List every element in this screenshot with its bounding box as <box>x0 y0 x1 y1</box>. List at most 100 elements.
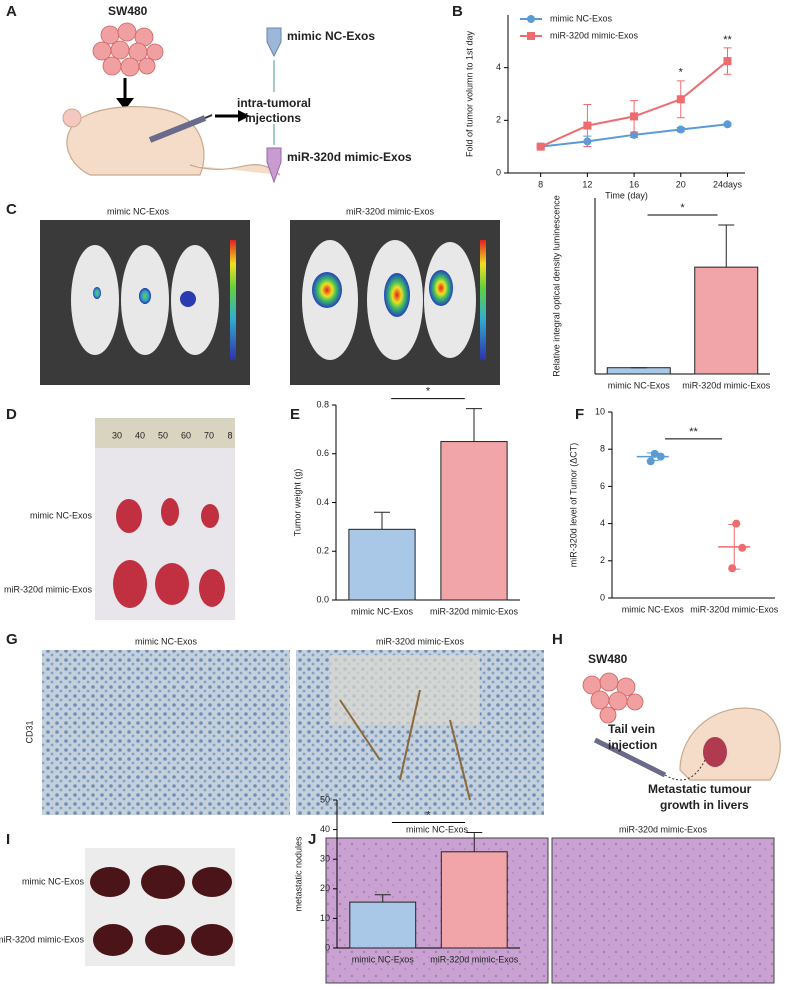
histology-j: mimic NC-Exos miR-320d mimic-Exos <box>325 824 775 984</box>
syringe <box>593 737 667 778</box>
marker <box>723 120 732 129</box>
y-tick-label: 4 <box>600 518 605 528</box>
mouse <box>679 707 781 781</box>
row-label: miR-320d mimic-Exos <box>0 934 84 944</box>
y-tick-label: 0.2 <box>316 546 329 556</box>
liver <box>703 737 727 767</box>
photo-d: 30 40 50 60 70 8 mimic NC-Exos miR-320d … <box>4 418 235 620</box>
bar <box>348 528 416 601</box>
ruler-label: 30 <box>112 430 122 440</box>
y-tick-label: 10 <box>320 913 330 923</box>
image-label: miR-320d mimic-Exos <box>619 824 708 834</box>
bar <box>694 266 759 375</box>
y-axis-label: Relative integral optical density lumine… <box>551 195 561 377</box>
x-tick-label: mimic NC-Exos <box>622 604 684 614</box>
y-tick-label: 0.6 <box>316 448 329 458</box>
point <box>728 564 737 573</box>
x-tick-label: 8 <box>538 179 543 189</box>
tube <box>266 147 282 184</box>
cell-cluster <box>92 22 164 77</box>
x-tick-label: mimic NC-Exos <box>608 380 670 390</box>
tube-label: mimic NC-Exos <box>287 29 375 43</box>
point <box>738 543 747 552</box>
y-tick-label: 20 <box>320 883 330 893</box>
x-tick-label: 24days <box>713 179 743 189</box>
y-tick-label: 4 <box>496 62 501 72</box>
marker <box>583 121 592 130</box>
legend-marker <box>527 32 535 40</box>
y-tick-label: 6 <box>600 481 605 491</box>
y-tick-label: 10 <box>595 406 605 416</box>
route-label: Tail vein <box>608 722 655 736</box>
panel-label: D <box>6 406 17 423</box>
y-tick-label: 0 <box>325 942 330 952</box>
diagram-a: SW480 mimic NC-Exos intra-tumoral inject… <box>62 4 412 184</box>
image <box>42 650 290 815</box>
point <box>650 449 659 458</box>
image-label: mimic NC-Exos <box>135 636 197 646</box>
route-label: injection <box>608 738 657 752</box>
photo-i: mimic NC-Exos miR-320d mimic-Exos <box>0 848 235 966</box>
ruler-label: 8 <box>227 430 232 440</box>
tube-label: miR-320d mimic-Exos <box>287 150 412 164</box>
x-tick-label: 12 <box>582 179 592 189</box>
legend-label: mimic NC-Exos <box>550 13 612 23</box>
bar <box>606 367 671 375</box>
y-tick-label: 0.8 <box>316 399 329 409</box>
cell-line-label: SW480 <box>108 4 148 18</box>
row-label: miR-320d mimic-Exos <box>4 584 93 594</box>
marker <box>630 112 639 121</box>
stroma <box>330 655 480 725</box>
bar <box>440 851 508 949</box>
y-tick-label: 0.4 <box>316 497 329 507</box>
panel-label: I <box>6 831 10 848</box>
legend-marker <box>527 15 535 23</box>
panel-label: A <box>6 3 17 20</box>
row-label: mimic NC-Exos <box>30 510 92 520</box>
ihc-g: mimic NC-Exos miR-320d mimic-Exos CD31 <box>24 636 544 815</box>
annotation: ** <box>723 34 732 46</box>
outcome-label: growth in livers <box>660 798 749 812</box>
ruler <box>95 418 235 448</box>
image-label: miR-320d mimic-Exos <box>376 636 465 646</box>
panel-label: C <box>6 201 17 218</box>
marker <box>676 125 685 134</box>
error-bar <box>466 832 483 852</box>
ruler-label: 60 <box>181 430 191 440</box>
y-axis-label: Tumor weight (g) <box>292 469 302 537</box>
image-label: mimic NC-Exos <box>107 206 169 216</box>
x-tick-label: 20 <box>676 179 686 189</box>
marker <box>676 95 685 104</box>
marker <box>630 130 639 139</box>
error-bar <box>374 511 390 530</box>
panel-label: G <box>6 631 18 648</box>
vessel <box>339 689 471 801</box>
y-tick-label: 8 <box>600 444 605 454</box>
point <box>656 452 665 461</box>
error-bar <box>466 408 482 442</box>
plunger <box>204 114 213 119</box>
marker <box>723 57 732 66</box>
x-tick-label: miR-320d mimic-Exos <box>690 604 779 614</box>
x-tick-label: miR-320d mimic-Exos <box>430 606 519 616</box>
diagram-h: SW480 Tail vein injection Metastatic tum… <box>582 652 781 812</box>
y-tick-label: 2 <box>600 555 605 565</box>
y-tick-label: 30 <box>320 854 330 864</box>
row-label: mimic NC-Exos <box>22 876 84 886</box>
stain-label: CD31 <box>24 720 34 743</box>
legend-label: miR-320d mimic-Exos <box>550 30 639 40</box>
y-tick-label: 50 <box>320 794 330 804</box>
bar <box>440 441 508 601</box>
image <box>551 837 775 984</box>
route-label: injections <box>245 111 301 125</box>
panel-label: B <box>452 3 463 20</box>
route <box>664 759 706 781</box>
ruler-label: 40 <box>135 430 145 440</box>
panel-label: E <box>290 406 300 423</box>
significance-label: ** <box>689 426 698 438</box>
image-label: mimic NC-Exos <box>406 824 468 834</box>
x-tick-label: miR-320d mimic-Exos <box>430 954 519 964</box>
panel-label: H <box>552 631 563 648</box>
